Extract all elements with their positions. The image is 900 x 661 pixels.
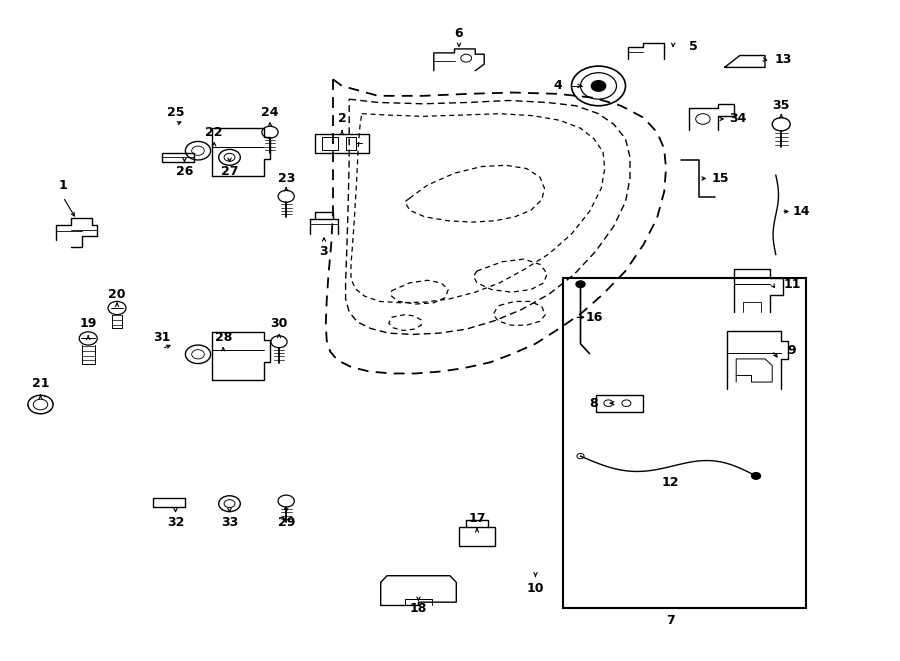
Text: 14: 14 <box>792 205 810 218</box>
Text: 1: 1 <box>58 178 68 192</box>
Text: 9: 9 <box>788 344 796 357</box>
Text: 4: 4 <box>554 79 562 93</box>
Text: 25: 25 <box>166 106 184 119</box>
Text: 31: 31 <box>153 330 171 344</box>
Text: 15: 15 <box>711 172 729 185</box>
Bar <box>162 153 194 162</box>
Text: 20: 20 <box>108 288 126 301</box>
Text: 12: 12 <box>662 476 680 489</box>
Text: 10: 10 <box>526 582 544 595</box>
Text: 24: 24 <box>261 106 279 119</box>
Text: 5: 5 <box>688 40 698 53</box>
Bar <box>596 395 643 412</box>
Text: 13: 13 <box>774 53 792 66</box>
Circle shape <box>752 473 760 479</box>
Bar <box>346 137 356 150</box>
Circle shape <box>591 81 606 91</box>
Text: 8: 8 <box>590 397 598 410</box>
Text: 30: 30 <box>270 317 288 330</box>
Text: 3: 3 <box>320 245 328 258</box>
Text: 35: 35 <box>772 99 790 112</box>
Text: 18: 18 <box>410 602 427 615</box>
Text: 29: 29 <box>277 516 295 529</box>
Bar <box>459 527 495 546</box>
Text: 11: 11 <box>783 278 801 291</box>
Text: 27: 27 <box>220 165 238 178</box>
Bar <box>322 137 338 150</box>
Text: 17: 17 <box>468 512 486 525</box>
Bar <box>562 278 806 608</box>
Text: 23: 23 <box>277 172 295 185</box>
Text: 28: 28 <box>214 330 232 344</box>
Text: 16: 16 <box>585 311 603 324</box>
Text: 21: 21 <box>32 377 50 390</box>
Bar <box>315 134 369 153</box>
Text: 7: 7 <box>666 613 675 627</box>
Bar <box>153 498 185 507</box>
Text: 6: 6 <box>454 26 464 40</box>
Text: 33: 33 <box>220 516 238 529</box>
Text: 2: 2 <box>338 112 346 126</box>
Text: 22: 22 <box>205 126 223 139</box>
Text: 19: 19 <box>79 317 97 330</box>
Text: 26: 26 <box>176 165 194 178</box>
Text: 34: 34 <box>729 112 747 126</box>
Text: 32: 32 <box>166 516 184 529</box>
Circle shape <box>576 281 585 288</box>
